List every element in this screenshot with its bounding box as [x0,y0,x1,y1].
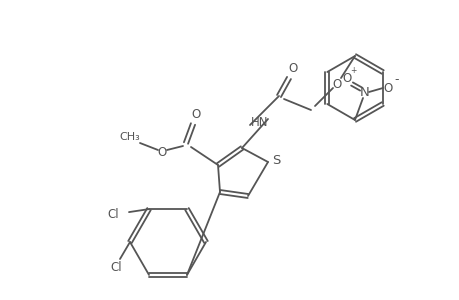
Text: O: O [191,107,200,121]
Text: Cl: Cl [110,262,122,275]
Text: O: O [288,61,297,74]
Text: -: - [394,74,398,86]
Text: +: + [349,65,355,74]
Text: N: N [359,85,369,98]
Text: Cl: Cl [107,208,119,220]
Text: O: O [382,82,392,94]
Text: O: O [332,77,341,91]
Text: CH₃: CH₃ [119,132,140,142]
Text: O: O [341,71,351,85]
Text: HN: HN [251,116,268,128]
Text: S: S [271,154,280,166]
Text: O: O [157,146,166,160]
